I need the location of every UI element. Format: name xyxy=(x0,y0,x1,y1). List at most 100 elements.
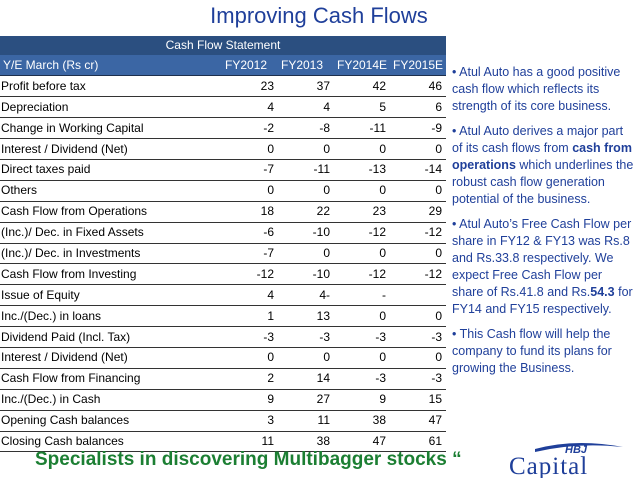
row-label: Interest / Dividend (Net) xyxy=(0,138,222,160)
bullet-text: • Atul Auto has a good positive cash flo… xyxy=(452,65,621,113)
cell-value: 0 xyxy=(334,138,390,160)
cell-value: 4- xyxy=(278,284,334,307)
bullet-text: • Atul Auto derives a major part of its … xyxy=(452,124,624,155)
table-row: Cash Flow from Investing -12 -10 -12 -12 xyxy=(0,263,446,286)
row-label: Depreciation xyxy=(0,96,222,119)
cell-value: -2 xyxy=(222,117,278,140)
cell-value: 0 xyxy=(278,138,334,160)
cell-value: 0 xyxy=(390,180,446,202)
company-logo: HBJ Capital xyxy=(505,440,635,478)
cell-value: 0 xyxy=(390,138,446,160)
column-header: FY2014E xyxy=(334,55,390,77)
cell-value: 0 xyxy=(334,243,390,265)
cell-value: 0 xyxy=(390,347,446,369)
table-row: Opening Cash balances 3 11 38 47 xyxy=(0,410,446,432)
cell-value: 0 xyxy=(222,138,278,160)
cell-value: -8 xyxy=(278,117,334,140)
row-label: Cash Flow from Operations xyxy=(0,201,222,223)
cell-value: 0 xyxy=(334,305,390,328)
cell-value: -10 xyxy=(278,222,334,244)
cell-value: 4 xyxy=(222,284,278,307)
table-row: Cash Flow from Financing 2 14 -3 -3 xyxy=(0,368,446,390)
row-label: Opening Cash balances xyxy=(0,410,222,432)
row-label: Cash Flow from Financing xyxy=(0,368,222,390)
cell-value: 6 xyxy=(390,96,446,119)
cell-value: 2 xyxy=(222,368,278,390)
bullet-text: • This Cash flow will help the company t… xyxy=(452,327,612,375)
cell-value: -9 xyxy=(390,117,446,140)
table-row: Interest / Dividend (Net) 0 0 0 0 xyxy=(0,138,446,160)
table-header-row: Y/E March (Rs cr) FY2012 FY2013 FY2014E … xyxy=(0,55,446,77)
cell-value: -14 xyxy=(390,159,446,181)
cell-value: 15 xyxy=(390,389,446,411)
commentary-bullet: • Atul Auto has a good positive cash flo… xyxy=(452,64,634,115)
cell-value: -11 xyxy=(334,117,390,140)
cell-value: 0 xyxy=(278,243,334,265)
table-body: Profit before tax 23 37 42 46 Depreciation 4 4 5… xyxy=(0,75,446,453)
bullet-emphasis: cash from operations xyxy=(452,141,632,172)
cell-value: -7 xyxy=(222,243,278,265)
row-label: Others xyxy=(0,180,222,202)
column-header: Y/E March (Rs cr) xyxy=(0,55,222,77)
cell-value: -3 xyxy=(334,368,390,390)
table-row: Direct taxes paid -7 -11 -13 -14 xyxy=(0,159,446,181)
cell-value: 9 xyxy=(334,389,390,411)
cell-value: 23 xyxy=(334,201,390,223)
bullet-text: • Atul Auto’s Free Cash Flow per share i… xyxy=(452,217,632,299)
cell-value: -3 xyxy=(334,326,390,348)
cell-value: 9 xyxy=(222,389,278,411)
table-row: Profit before tax 23 37 42 46 xyxy=(0,75,446,98)
column-header: FY2013 xyxy=(278,55,334,77)
cell-value: 0 xyxy=(222,347,278,369)
row-label: Inc./(Dec.) in loans xyxy=(0,305,222,328)
cell-value: -12 xyxy=(390,263,446,286)
column-header: FY2015E xyxy=(390,55,446,77)
cell-value: 47 xyxy=(334,431,390,453)
cell-value: -12 xyxy=(334,263,390,286)
cell-value: 0 xyxy=(278,180,334,202)
cell-value: 4 xyxy=(222,96,278,119)
cell-value: 0 xyxy=(278,347,334,369)
row-label: Closing Cash balances xyxy=(0,431,222,453)
cell-value: 4 xyxy=(278,96,334,119)
row-label: Issue of Equity xyxy=(0,284,222,307)
cell-value xyxy=(390,284,446,307)
cell-value: 23 xyxy=(222,75,278,98)
cell-value: -13 xyxy=(334,159,390,181)
cell-value: 0 xyxy=(334,347,390,369)
cell-value: 37 xyxy=(278,75,334,98)
cell-value: - xyxy=(334,284,390,307)
row-label: Direct taxes paid xyxy=(0,159,222,181)
commentary-bullet: • Atul Auto’s Free Cash Flow per share i… xyxy=(452,216,634,318)
cell-value: 11 xyxy=(222,431,278,453)
logo-name-text: Capital xyxy=(509,453,588,478)
logo-mark-text: HBJ xyxy=(565,444,588,456)
cell-value: 27 xyxy=(278,389,334,411)
row-label: Interest / Dividend (Net) xyxy=(0,347,222,369)
bullet-text: for FY14 and FY15 respectively. xyxy=(452,285,633,316)
cell-value: 11 xyxy=(278,410,334,432)
cash-flow-table-container: Cash Flow Statement Y/E March (Rs cr) FY… xyxy=(0,36,446,453)
bullet-text: which underlines the robust cash flow ge… xyxy=(452,158,634,206)
cell-value: -12 xyxy=(334,222,390,244)
cell-value: -7 xyxy=(222,159,278,181)
cell-value: 0 xyxy=(390,305,446,328)
column-header: FY2012 xyxy=(222,55,278,77)
row-label: Profit before tax xyxy=(0,75,222,98)
cell-value: 3 xyxy=(222,410,278,432)
table-row: Cash Flow from Operations 18 22 23 29 xyxy=(0,201,446,223)
table-row: Depreciation 4 4 5 6 xyxy=(0,96,446,119)
cell-value: 22 xyxy=(278,201,334,223)
row-label: Cash Flow from Investing xyxy=(0,263,222,286)
cash-flow-table: Y/E March (Rs cr) FY2012 FY2013 FY2014E … xyxy=(0,55,446,453)
cell-value: 1 xyxy=(222,305,278,328)
cell-value: 0 xyxy=(390,243,446,265)
cell-value: 29 xyxy=(390,201,446,223)
cell-value: -3 xyxy=(390,368,446,390)
table-row: Inc./(Dec.) in Cash 9 27 9 15 xyxy=(0,389,446,411)
row-label: Inc./(Dec.) in Cash xyxy=(0,389,222,411)
table-row: Closing Cash balances 11 38 47 61 xyxy=(0,431,446,453)
table-row: (Inc.)/ Dec. in Investments -7 0 0 0 xyxy=(0,243,446,265)
cell-value: -12 xyxy=(390,222,446,244)
table-row: Issue of Equity 4 4- - xyxy=(0,284,446,307)
